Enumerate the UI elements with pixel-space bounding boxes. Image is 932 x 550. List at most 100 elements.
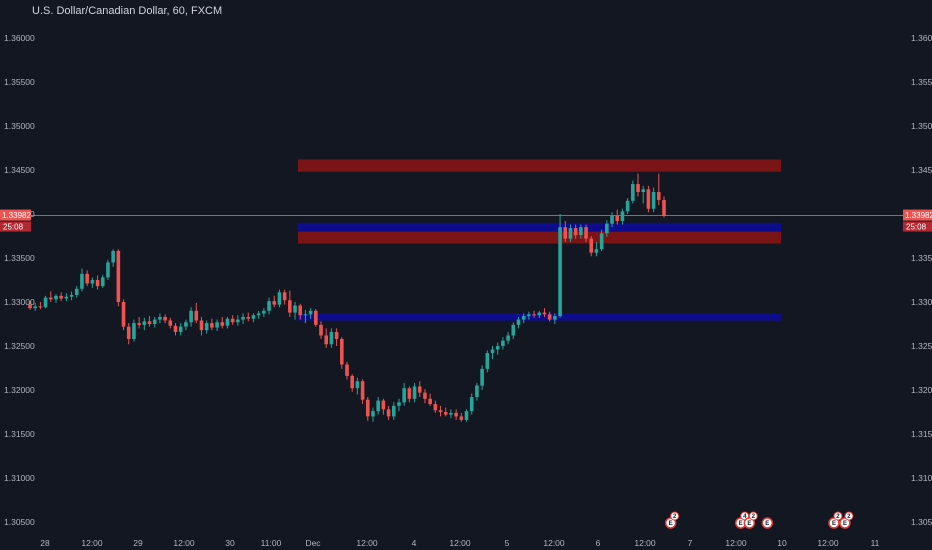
last-price-label: 1.33982 (2, 211, 31, 220)
candle-up (251, 315, 256, 319)
candle-up (267, 301, 271, 311)
x-tick: 10 (777, 538, 787, 548)
event-count: 2 (847, 514, 851, 520)
candle-up (308, 310, 313, 315)
candle-up (178, 326, 183, 332)
y-tick-right: 1.35000 (911, 121, 932, 131)
candle-down (334, 331, 339, 339)
candle-up (501, 340, 505, 346)
candle-up (490, 349, 495, 354)
candle-up (142, 321, 147, 325)
y-tick-right: 1.30500 (911, 517, 932, 527)
candle-up (641, 189, 646, 192)
x-tick: 12:00 (81, 538, 103, 548)
y-tick-left: 1.36000 (4, 33, 35, 43)
candle-up (376, 400, 380, 412)
candle-down (563, 227, 568, 239)
candle-down (454, 412, 458, 417)
candle-up (43, 297, 48, 308)
candle-up (54, 295, 58, 300)
candle-up (610, 215, 614, 224)
demand-zone[interactable] (298, 222, 781, 232)
countdown-bg (903, 221, 932, 232)
candle-up (80, 273, 84, 289)
candle-down (95, 280, 100, 287)
y-tick-left: 1.33000 (4, 297, 35, 307)
x-tick: 11 (871, 538, 880, 548)
candle-up (599, 233, 604, 250)
x-tick: 30 (225, 538, 235, 548)
candle-up (625, 200, 630, 212)
supply-zone[interactable] (298, 231, 781, 244)
x-tick: 12:00 (173, 538, 195, 548)
event-symbol: E (747, 521, 751, 527)
candle-up (527, 314, 531, 317)
y-tick-left: 1.32500 (4, 341, 35, 351)
price-tag-bg (0, 209, 31, 221)
candle-down (246, 316, 251, 319)
event-count-badge[interactable] (748, 511, 758, 521)
candle-up (158, 316, 162, 320)
candle-down (657, 192, 661, 200)
candle-up (106, 262, 110, 278)
candle-down (319, 324, 323, 336)
event-symbol: E (669, 521, 673, 527)
y-tick-right: 1.32000 (911, 385, 932, 395)
y-tick-left: 1.34500 (4, 165, 35, 175)
candle-up (152, 319, 157, 324)
event-count-badge[interactable] (844, 511, 854, 521)
candle-down (137, 323, 141, 325)
candle-down (438, 410, 443, 412)
y-tick-right: 1.31000 (911, 473, 932, 483)
economic-event-icon[interactable] (761, 517, 774, 529)
candle-down (314, 310, 318, 325)
candle-down (646, 189, 651, 209)
candle-down (230, 318, 235, 323)
candle-up (605, 223, 609, 234)
candle-up (537, 312, 542, 316)
x-tick: 12:00 (634, 538, 656, 548)
candle-up (111, 250, 115, 263)
event-count-badge[interactable] (833, 511, 843, 521)
time-axis[interactable]: 28 12:00 29 12:00 30 11:00 Dec 12:00 4 12:00 5 12:0… (40, 538, 879, 548)
supply-zone[interactable] (298, 159, 781, 172)
candle-down (443, 412, 448, 415)
event-count-badge[interactable] (670, 511, 680, 521)
candle-up (355, 381, 360, 389)
candle-down (272, 301, 277, 305)
candle-up (204, 323, 209, 331)
candle-up (412, 386, 417, 399)
candle-down (350, 375, 354, 389)
candle-up (631, 184, 635, 201)
candle-up (485, 353, 490, 369)
price-tag-bg (903, 209, 932, 221)
candle-up (371, 411, 375, 417)
candle-up (236, 319, 240, 323)
candle-down (636, 184, 640, 192)
candle-up (391, 405, 396, 417)
candle-up (475, 385, 479, 398)
candle-up (74, 288, 79, 295)
candle-down (542, 312, 547, 315)
candle-up (329, 331, 334, 345)
y-tick-left: 1.31000 (4, 473, 35, 483)
candle-down (298, 305, 303, 316)
candle-up (184, 322, 188, 327)
y-tick-right: 1.34500 (911, 165, 932, 175)
candle-down (147, 321, 152, 324)
y-tick-right: 1.33000 (911, 297, 932, 307)
candle-down (662, 199, 666, 216)
candle-layer (28, 173, 666, 422)
candle-up (262, 310, 266, 314)
countdown-bg (0, 221, 31, 232)
candle-down (220, 322, 225, 326)
candle-down (48, 297, 53, 300)
countdown-label: 25:08 (3, 223, 24, 232)
y-tick-left: 1.35500 (4, 77, 35, 87)
last-price-label: 1.33982 (905, 211, 932, 220)
candle-up (303, 314, 308, 316)
event-count: 2 (752, 514, 756, 520)
